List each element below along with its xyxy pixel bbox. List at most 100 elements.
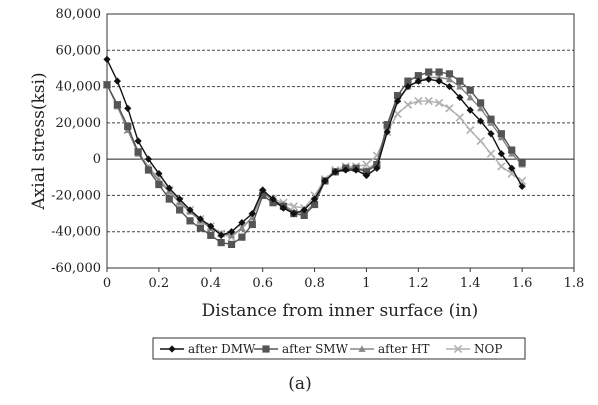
x-tick-label: 1.6	[512, 276, 533, 291]
data-point-marker	[373, 164, 381, 172]
data-point-marker	[453, 344, 463, 354]
data-point-marker	[362, 160, 371, 169]
data-point-marker	[238, 224, 246, 231]
data-point-marker	[196, 215, 204, 223]
data-point-marker	[362, 168, 371, 176]
data-point-marker	[487, 130, 495, 138]
data-point-marker	[176, 195, 184, 203]
y-tick-label: 0	[93, 152, 101, 167]
plot-area-frame	[106, 13, 575, 269]
data-point-marker	[289, 202, 298, 211]
data-point-marker	[393, 109, 402, 118]
data-point-marker	[196, 224, 204, 232]
data-point-marker	[404, 77, 412, 85]
data-point-marker	[435, 68, 443, 76]
x-tick-label: 1.2	[408, 276, 429, 291]
data-point-marker	[424, 96, 433, 106]
x-tick-label: 0	[103, 276, 111, 291]
legend-item-after-dmw: after DMW	[160, 342, 256, 356]
data-point-marker	[435, 73, 443, 81]
y-tick-label: 80,000	[56, 7, 102, 22]
data-point-marker	[262, 345, 270, 353]
data-point-marker	[217, 239, 225, 247]
data-point-marker	[383, 128, 391, 136]
data-point-marker	[155, 170, 163, 178]
data-point-marker	[477, 104, 485, 112]
figure-caption: (a)	[288, 374, 311, 394]
data-point-marker	[248, 220, 256, 229]
data-point-marker	[134, 137, 142, 145]
data-point-marker	[403, 100, 413, 109]
data-point-marker	[362, 171, 371, 180]
data-point-marker	[331, 168, 339, 176]
series-nop	[102, 80, 527, 242]
data-point-marker	[165, 184, 173, 192]
series-line	[106, 76, 523, 237]
data-point-marker	[321, 177, 329, 185]
data-point-marker	[456, 93, 464, 102]
data-point-marker	[486, 149, 496, 158]
x-tick-label: 1	[362, 276, 370, 291]
data-point-marker	[103, 55, 111, 63]
data-point-marker	[393, 97, 402, 105]
data-point-marker	[176, 206, 184, 214]
y-tick-label: -20,000	[51, 188, 101, 203]
x-tick-label: 0.2	[149, 276, 170, 291]
data-point-marker	[373, 160, 381, 169]
data-point-marker	[279, 204, 288, 212]
y-tick-label: -40,000	[51, 225, 101, 240]
data-point-marker	[466, 125, 475, 135]
legend-label: after HT	[378, 342, 430, 356]
data-point-marker	[477, 99, 485, 107]
x-tick-label: 1.8	[564, 276, 585, 291]
data-point-marker	[456, 82, 464, 90]
data-point-marker	[227, 240, 236, 249]
x-tick-label: 0.4	[200, 276, 221, 291]
data-point-marker	[487, 115, 495, 123]
y-tick-label: 40,000	[56, 80, 102, 95]
x-axis-title: Distance from inner surface (in)	[202, 301, 479, 321]
data-point-marker	[435, 77, 443, 85]
data-series	[102, 55, 527, 249]
data-point-marker	[144, 155, 153, 163]
series-after-dmw	[103, 55, 526, 239]
data-point-marker	[310, 195, 319, 203]
data-point-marker	[477, 117, 485, 125]
data-point-marker	[414, 72, 422, 80]
legend-item-after-ht: after HT	[350, 342, 430, 356]
data-point-marker	[497, 162, 506, 171]
data-point-marker	[358, 345, 366, 352]
data-point-marker	[248, 209, 256, 218]
data-point-marker	[393, 92, 402, 100]
data-point-marker	[508, 164, 516, 172]
data-point-marker	[455, 113, 465, 122]
data-point-marker	[352, 166, 360, 174]
data-point-marker	[466, 93, 474, 101]
y-axis-title: Axial stress(ksi)	[29, 72, 49, 210]
data-point-marker	[383, 121, 391, 129]
data-point-marker	[186, 217, 194, 225]
y-tick-label: 60,000	[56, 43, 102, 58]
data-point-marker	[124, 104, 132, 112]
x-tick-label: 0.8	[304, 276, 325, 291]
data-point-marker	[165, 195, 173, 203]
series-after-ht	[103, 73, 526, 239]
data-point-marker	[425, 68, 433, 76]
data-point-marker	[144, 166, 153, 174]
data-point-marker	[238, 219, 246, 227]
y-tick-label: -60,000	[51, 261, 101, 276]
data-point-marker	[227, 228, 236, 236]
data-point-marker	[300, 211, 308, 219]
y-tick-label: 20,000	[56, 116, 102, 131]
data-point-marker	[113, 77, 121, 85]
legend-label: after SMW	[282, 342, 349, 356]
data-point-marker	[186, 206, 194, 214]
legend-items: after DMW after SMW after HT NOP	[160, 342, 502, 356]
data-point-marker	[414, 96, 423, 106]
data-point-marker	[342, 166, 350, 174]
legend-item-after-smw: after SMW	[254, 342, 349, 356]
legend-item-nop: NOP	[446, 342, 502, 356]
x-axis-tick-labels: 0 0.2 0.4 0.6 0.8 1 1.2 1.4 1.6 1.8	[103, 268, 584, 291]
data-point-marker	[217, 231, 225, 239]
